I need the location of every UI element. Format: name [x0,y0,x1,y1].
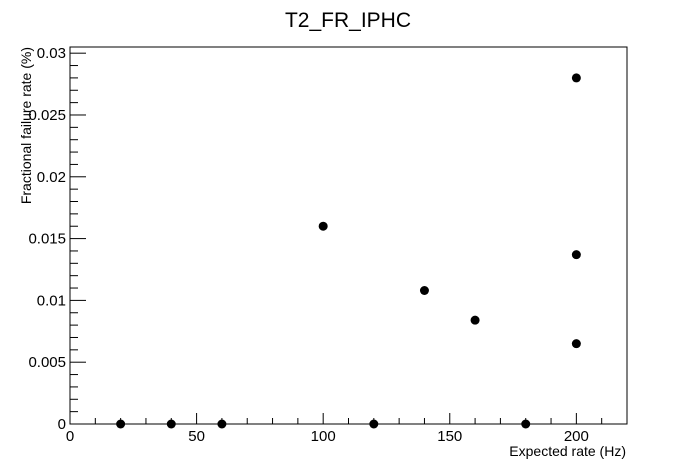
x-tick-label: 100 [311,428,336,445]
x-tick-label: 50 [188,428,205,445]
data-point [521,419,531,429]
y-axis-ticks [70,52,86,425]
y-tick-label: 0.02 [37,169,66,186]
x-tick-label: 150 [437,428,462,445]
x-tick-label: 0 [66,428,74,445]
x-tick-label: 200 [564,428,589,445]
data-point [318,221,328,231]
x-axis-label: Expected rate (Hz) [509,443,626,459]
chart-title: T2_FR_IPHC [285,9,411,32]
y-tick-label: 0.03 [37,45,66,62]
x-axis-tick-labels: 0 50 100 150 200 [66,428,589,445]
y-tick-label: 0.005 [28,354,66,371]
data-point [419,286,429,296]
data-point [571,339,581,349]
y-axis-tick-labels: 0 0.005 0.01 0.015 0.02 0.025 0.03 [28,45,66,433]
data-point [571,73,581,83]
data-point [369,419,379,429]
plot-frame [69,46,628,425]
data-point [217,419,227,429]
y-tick-label: 0.015 [28,231,66,248]
data-point [571,250,581,260]
data-point [116,419,126,429]
y-tick-label: 0.01 [37,292,66,309]
y-tick-label: 0 [58,416,66,433]
x-axis-ticks [69,413,628,424]
y-axis-label: Fractional failure rate (%) [18,47,34,204]
y-tick-label: 0.025 [28,107,66,124]
data-points [116,73,581,429]
data-point [166,419,176,429]
data-point [470,315,480,325]
